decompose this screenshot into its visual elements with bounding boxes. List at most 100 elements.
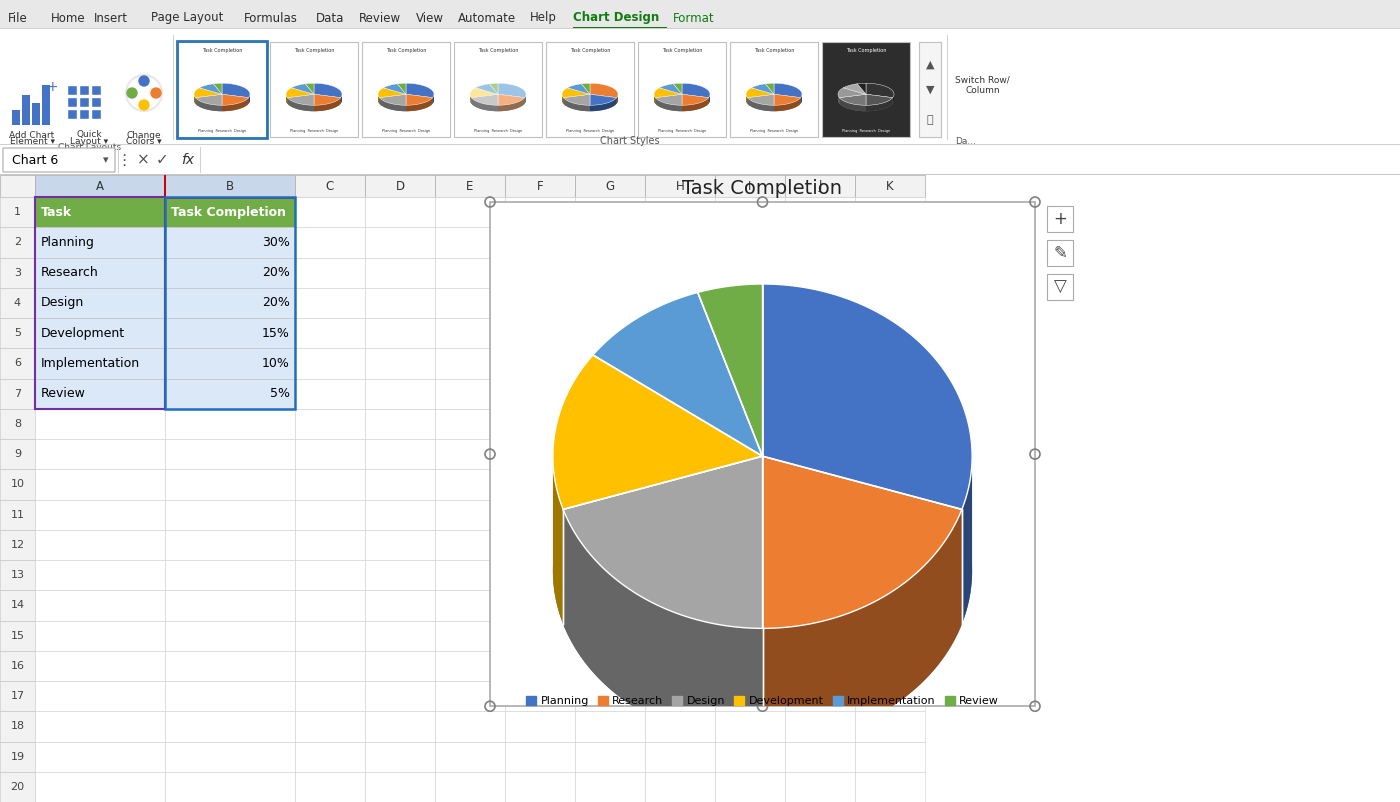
Text: 11: 11 xyxy=(11,509,25,520)
Bar xyxy=(165,257,295,288)
Bar xyxy=(165,197,295,227)
Text: ▼: ▼ xyxy=(925,85,934,95)
Text: ▲: ▲ xyxy=(925,60,934,70)
Text: 15%: 15% xyxy=(262,326,290,339)
Bar xyxy=(715,560,785,590)
Bar xyxy=(715,409,785,439)
Polygon shape xyxy=(774,95,801,105)
Text: Task Completion: Task Completion xyxy=(570,48,610,53)
Bar xyxy=(505,175,575,197)
Polygon shape xyxy=(305,83,314,95)
Bar xyxy=(165,257,295,288)
Text: G: G xyxy=(605,180,615,192)
Text: Task Completion: Task Completion xyxy=(753,48,794,53)
Text: D: D xyxy=(395,180,405,192)
Bar xyxy=(715,621,785,650)
Bar xyxy=(0,28,1400,145)
Bar xyxy=(365,560,435,590)
Text: 5: 5 xyxy=(14,328,21,338)
Bar xyxy=(785,439,855,469)
Bar xyxy=(435,650,505,681)
Polygon shape xyxy=(476,83,498,95)
Bar xyxy=(1047,206,1072,232)
Bar xyxy=(165,650,295,681)
Text: Formulas: Formulas xyxy=(244,11,298,25)
Bar xyxy=(855,197,925,227)
Bar xyxy=(435,590,505,621)
Text: 15: 15 xyxy=(11,630,25,641)
Bar xyxy=(715,500,785,530)
Bar xyxy=(165,197,295,227)
Polygon shape xyxy=(196,95,223,105)
Bar xyxy=(435,175,505,197)
Bar xyxy=(165,590,295,621)
Bar xyxy=(435,439,505,469)
Bar xyxy=(855,439,925,469)
Bar xyxy=(785,197,855,227)
Bar xyxy=(855,590,925,621)
Bar xyxy=(0,257,35,288)
Bar xyxy=(575,560,645,590)
Text: A: A xyxy=(97,180,104,192)
Text: 20: 20 xyxy=(10,782,25,792)
Bar xyxy=(165,348,295,379)
Polygon shape xyxy=(223,95,249,105)
Bar xyxy=(365,197,435,227)
Bar xyxy=(35,197,165,227)
Polygon shape xyxy=(213,83,223,95)
Bar xyxy=(435,560,505,590)
Bar xyxy=(645,348,715,379)
Bar xyxy=(645,500,715,530)
Bar xyxy=(715,772,785,802)
Bar xyxy=(575,379,645,409)
Bar xyxy=(715,175,785,197)
Polygon shape xyxy=(314,83,342,98)
Text: 14: 14 xyxy=(10,601,25,610)
Bar xyxy=(435,500,505,530)
Polygon shape xyxy=(406,83,434,98)
Bar xyxy=(435,772,505,802)
Text: ✎: ✎ xyxy=(1053,244,1067,262)
Text: Da...: Da... xyxy=(955,136,976,145)
Text: Colors ▾: Colors ▾ xyxy=(126,136,162,145)
Polygon shape xyxy=(563,95,589,105)
Bar xyxy=(645,621,715,650)
Polygon shape xyxy=(857,83,867,95)
Bar xyxy=(505,409,575,439)
Text: J: J xyxy=(819,180,822,192)
Ellipse shape xyxy=(195,89,251,111)
Bar xyxy=(120,70,168,125)
Polygon shape xyxy=(472,98,498,111)
Text: 17: 17 xyxy=(10,691,25,701)
Bar xyxy=(165,227,295,257)
Bar xyxy=(0,227,35,257)
Text: Change: Change xyxy=(126,131,161,140)
Bar xyxy=(365,621,435,650)
Bar xyxy=(295,650,365,681)
Polygon shape xyxy=(196,98,223,111)
Bar xyxy=(165,742,295,772)
Bar xyxy=(715,379,785,409)
Bar xyxy=(645,175,715,197)
Bar xyxy=(0,318,35,348)
Bar xyxy=(855,348,925,379)
Bar xyxy=(0,650,35,681)
Bar xyxy=(435,409,505,439)
Polygon shape xyxy=(199,83,223,95)
Polygon shape xyxy=(766,83,774,95)
Bar xyxy=(0,288,35,318)
Bar xyxy=(645,257,715,288)
Bar xyxy=(505,650,575,681)
Bar xyxy=(575,469,645,500)
Bar xyxy=(165,318,295,348)
Bar xyxy=(365,227,435,257)
Ellipse shape xyxy=(654,89,710,111)
Bar xyxy=(785,409,855,439)
Polygon shape xyxy=(379,98,406,111)
Bar xyxy=(715,257,785,288)
Bar xyxy=(435,742,505,772)
Bar xyxy=(80,110,90,119)
Bar xyxy=(855,530,925,560)
Text: Insert: Insert xyxy=(94,11,127,25)
Bar xyxy=(505,530,575,560)
